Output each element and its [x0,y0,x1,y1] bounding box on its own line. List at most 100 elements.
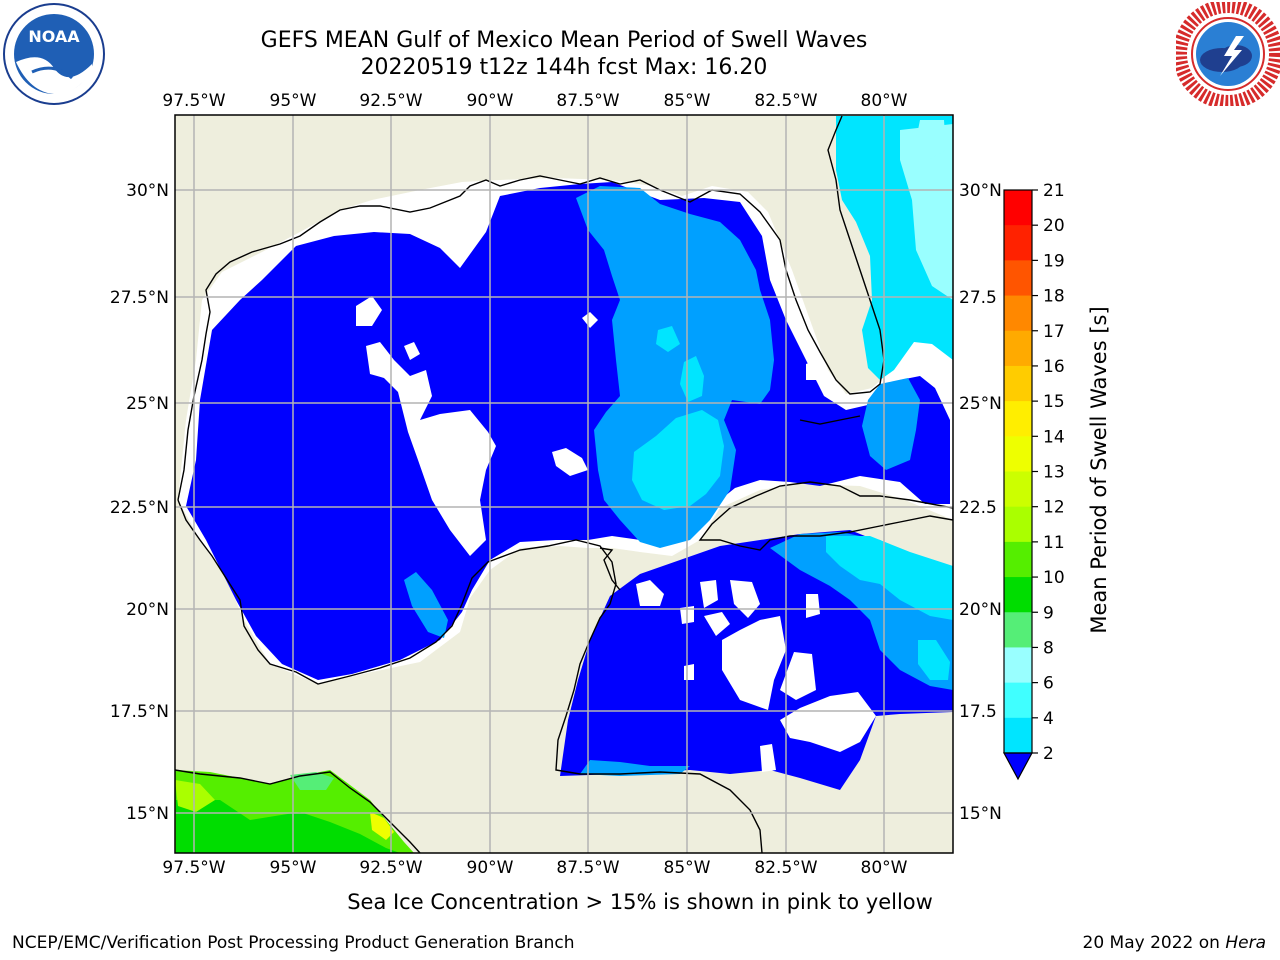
lon-label: 97.5°W [162,858,225,878]
lat-labels-left: 30°N 27.5°N 25°N 22.5°N 20°N 17.5°N 15°N [110,181,169,824]
colorbar-tick-label: 6 [1043,674,1054,694]
footer-date: 20 May 2022 on Hera [1083,933,1267,953]
atlantic-swell-4-6 [862,378,920,470]
colorbar-label: Mean Period of Swell Waves [s] [1087,306,1111,633]
gridlines [175,115,953,853]
colorbar-segment [1004,401,1032,437]
lat-label: 17.5 [959,702,997,722]
pacific-swell-13-15 [370,812,394,840]
lon-label: 87.5°W [556,858,619,878]
lon-label: 80°W [861,91,908,111]
pacific-swell-12-14 [175,780,215,812]
caribbean-swell-6-8 [826,536,953,620]
lat-label: 30°N [959,181,1002,201]
lat-labels-right: 30°N 27.5 25°N 22.5 20°N 17.5 15°N [959,181,1002,824]
atlantic-swell-8-9 [900,124,953,300]
colorbar-tick-label: 15 [1043,392,1065,412]
footer-machine: Hera [1225,933,1266,953]
colorbar-segment [1004,260,1032,297]
map-title: GEFS MEAN Gulf of Mexico Mean Period of … [260,28,868,53]
noaa-logo: NOAA [3,3,105,105]
colorbar-tick-label: 11 [1043,533,1065,553]
atlantic-swell-8-9b [916,120,946,160]
colorbar-segment [1004,225,1032,261]
colorbar-segment [1004,295,1032,332]
lon-labels-top: 97.5°W 95°W 92.5°W 90°W 87.5°W 85°W 82.5… [162,91,907,111]
map-subtitle: 20220519 t12z 144h fcst Max: 16.20 [360,55,768,80]
central-america-pacific-coast [175,769,421,853]
cuba-coast [698,481,953,551]
lat-label: 15°N [126,804,169,824]
lat-label: 27.5°N [110,288,169,308]
gulf-swell-6-8c [656,326,680,352]
colorbar-tick-label: 12 [1043,498,1065,518]
map-frame [174,114,954,854]
colorbar-extend-arrow [1002,752,1034,781]
mexico-coast [177,499,763,853]
map-area [175,115,953,853]
lon-label: 85°W [664,858,711,878]
colorbar-tick-label: 18 [1043,287,1065,307]
colorbar-tick-label: 14 [1043,427,1065,447]
caribbean-swell-6-8b [918,640,950,680]
lat-label: 15°N [959,804,1002,824]
lat-label: 25°N [959,394,1002,414]
lon-label: 82.5°W [754,858,817,878]
lat-label: 25°N [126,394,169,414]
lon-labels-bottom: 97.5°W 95°W 92.5°W 90°W 87.5°W 85°W 82.5… [162,858,907,878]
lat-label: 30°N [126,181,169,201]
colorbar-segment [1004,682,1032,719]
lat-label: 22.5 [959,498,997,518]
lat-label: 20°N [959,600,1002,620]
colorbar-segment [1004,436,1032,472]
nws-logo [1176,2,1280,106]
colorbar-segment [1004,541,1032,578]
colorbar-segment [1004,506,1032,543]
colorbar-tick-label: 9 [1043,603,1054,623]
lat-label: 20°N [126,600,169,620]
lon-label: 80°W [861,858,908,878]
colorbar-tick-label: 19 [1043,251,1065,271]
colorbar-tick-label: 10 [1043,568,1065,588]
lon-label: 82.5°W [754,91,817,111]
colorbar-tick-label: 13 [1043,463,1065,483]
keys [799,415,861,425]
colorbar-tick-label: 2 [1043,744,1054,764]
colorbar-segment [1004,717,1032,754]
lon-label: 87.5°W [556,91,619,111]
sea-ice-note: Sea Ice Concentration > 15% is shown in … [347,890,933,914]
nodata-holes [356,296,876,772]
lat-label: 27.5 [959,288,997,308]
lon-label: 92.5°W [359,858,422,878]
colorbar: 21 20 19 18 17 16 15 14 13 12 11 10 9 8 6 4 2 [1002,181,1065,781]
lat-label: 22.5°N [110,498,169,518]
lon-label: 90°W [467,858,514,878]
footer-date-text: 20 May 2022 on [1082,933,1226,953]
lat-label: 17.5°N [110,702,169,722]
colorbar-tick-label: 20 [1043,216,1065,236]
lon-label: 95°W [270,91,317,111]
colorbar-segment [1004,330,1032,367]
footer-credit: NCEP/EMC/Verification Post Processing Pr… [12,933,575,953]
colorbar-tick-label: 4 [1043,709,1054,729]
gulf-swell-4-6 [576,186,774,548]
lon-label: 92.5°W [359,91,422,111]
colorbar-segment [1004,577,1032,613]
colorbar-tick-label: 21 [1043,181,1065,201]
colorbar-tick-label: 16 [1043,357,1065,377]
yucatan-coast [599,547,621,591]
gulf-swell-6-8 [632,410,724,510]
colorbar-segment [1004,365,1032,402]
colorbar-segment [1004,471,1032,508]
colorbar-tick-label: 8 [1043,638,1054,658]
colorbar-tick-label: 17 [1043,322,1065,342]
lon-label: 97.5°W [162,91,225,111]
lon-label: 85°W [664,91,711,111]
colorbar-segment [1004,190,1032,226]
gulf-swell-4-6b [404,572,448,638]
lon-label: 95°W [270,858,317,878]
colorbar-segment [1004,612,1032,648]
gulf-swell-6-8b [680,356,704,402]
svg-text:NOAA: NOAA [28,27,80,46]
